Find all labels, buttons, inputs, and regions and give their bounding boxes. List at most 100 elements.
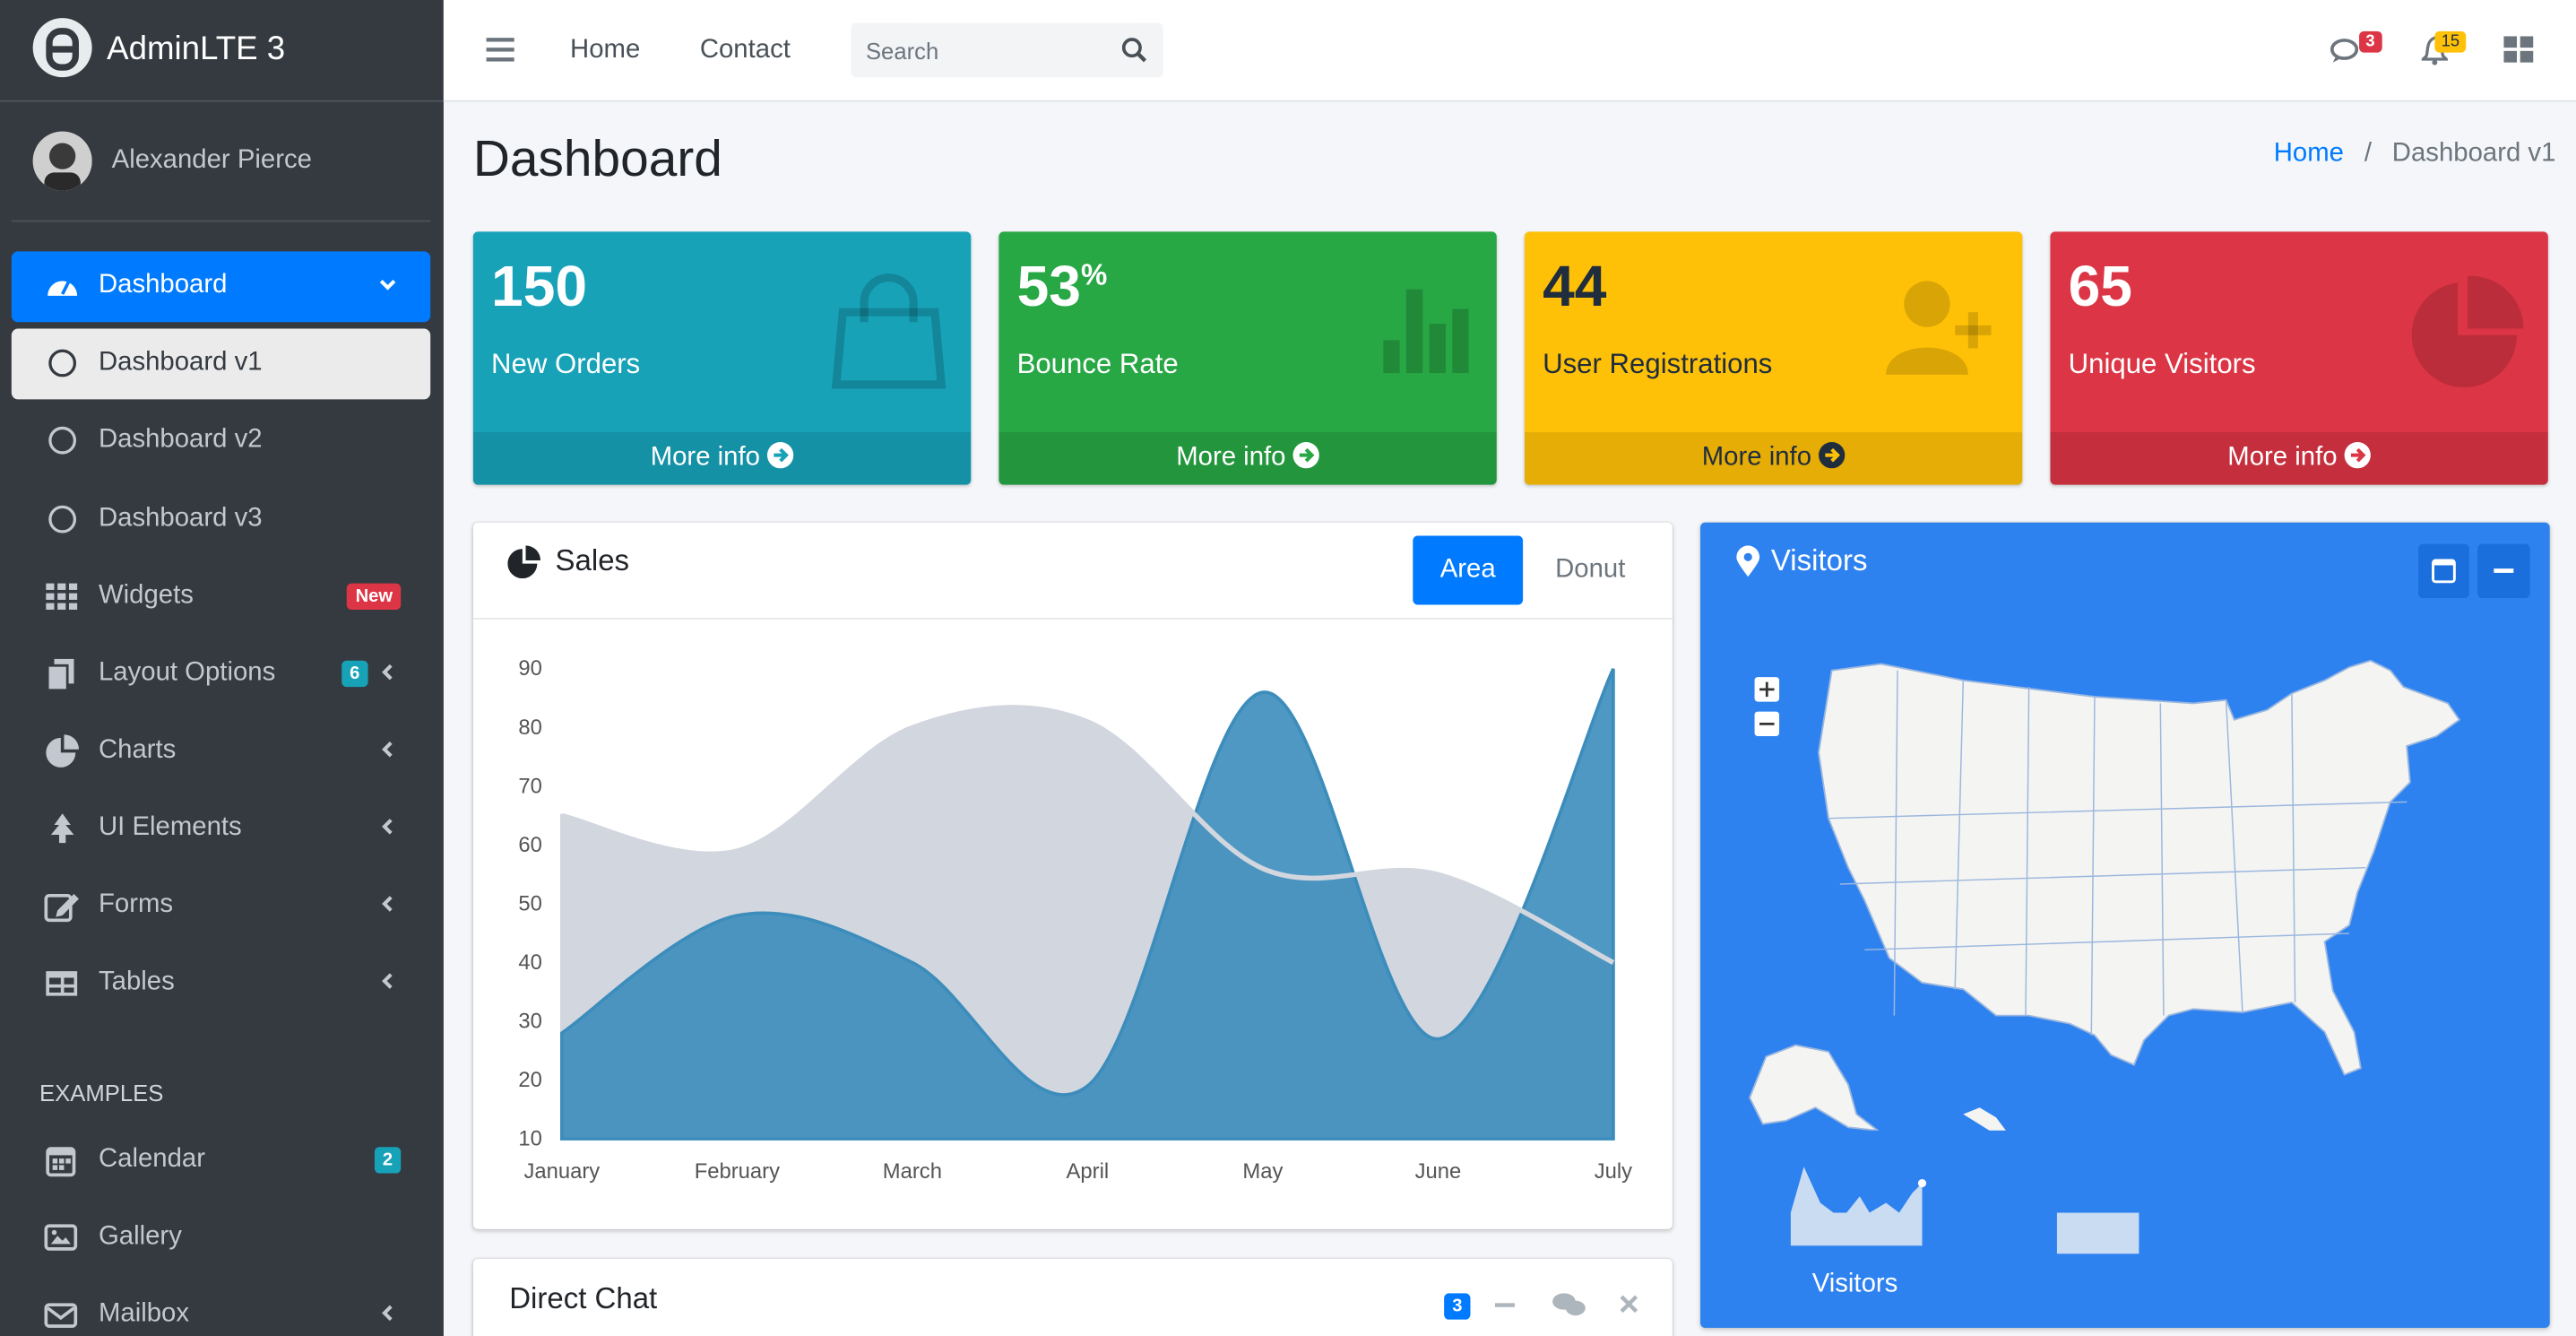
nav-layout-options[interactable]: Layout Options 6 [12,639,430,710]
icon [48,280,78,296]
nav-label: Dashboard [98,271,228,299]
icon [50,813,74,844]
chevron [382,741,393,758]
nav-calendar[interactable]: Calendar 2 [12,1125,430,1196]
nav-dashboard[interactable]: Dashboard [11,251,431,323]
icon [46,734,79,768]
chevron [382,896,393,912]
x-tick-label: January [523,1159,600,1184]
sparkline [1790,1167,1927,1246]
box-unit: % [1080,258,1108,292]
box-footer[interactable]: More info [1524,432,2023,485]
contacts-button[interactable] [1552,1293,1586,1316]
icon [44,1224,78,1251]
control-sidebar-toggle[interactable] [2503,36,2534,65]
brand-logo[interactable] [32,18,92,78]
small-box: 150 New Orders More info [472,231,972,485]
navbar: Home Contact Search 3 15 [443,0,2576,102]
world-map [1749,659,2461,1131]
y-tick-label: 60 [518,833,542,857]
icon [46,583,78,610]
nav-mailbox[interactable]: Mailbox [12,1280,430,1336]
box-footer[interactable]: More info [472,432,972,485]
nav-ui-elements[interactable]: UI Elements [12,794,430,864]
minus-icon [2494,568,2514,573]
arrow-icon [767,442,794,469]
calendar-icon [2432,559,2456,584]
nav-widgets[interactable]: Widgets New [12,562,430,633]
sales-chart: 10 20 30 40 50 60 70 80 90 January February March Ap… [518,656,1632,1184]
collapse-button[interactable] [2477,543,2530,599]
x-tick-label: June [1415,1159,1462,1184]
x-tick-label: March [883,1159,942,1184]
nav-dashboard-v1[interactable]: Dashboard v1 [11,328,431,400]
nav-link[interactable]: Contact [699,36,791,65]
icon [46,658,74,692]
nav-label: Charts [98,736,177,765]
nav-label: Forms [98,890,174,919]
sales-card: Sales Area Donut 10 20 30 40 50 60 70 80 90 Janua… [472,522,1673,1229]
search-button[interactable] [1120,36,1150,65]
search-input[interactable]: Search [851,22,1163,78]
box-link: More info [1701,443,1812,472]
icon [46,971,78,996]
y-tick-label: 80 [518,716,542,740]
nav-dashboard-v2[interactable]: Dashboard v2 [12,406,430,477]
box-footer[interactable]: More info [2050,432,2548,485]
nav-label: Tables [98,967,175,996]
user-avatar[interactable] [32,131,92,191]
nav-label: Calendar [98,1145,205,1174]
sidebar: AdminLTE 3 Alexander Pierce Dashboard Da… [0,0,444,1336]
logo-glyph [46,28,79,71]
icon [44,893,79,923]
menu-toggle[interactable] [486,36,516,62]
box-value: 150 [491,255,588,319]
nav-label: Widgets [98,581,194,610]
nav-link[interactable]: Home [570,36,641,65]
visitors-card: Visitors Visitors [1700,522,2550,1328]
sparkline-label: Visitors [1811,1270,1898,1298]
page-title: Dashboard [472,129,722,187]
box-label: Unique Visitors [2068,348,2256,380]
remove-button[interactable] [1620,1295,1638,1314]
card-title: Visitors [1770,543,1868,577]
user-name[interactable]: Alexander Pierce [111,146,312,175]
tab[interactable]: Donut [1555,555,1626,584]
x-tick-label: April [1067,1159,1110,1184]
box-value: 53% [1017,255,1108,320]
area-line [561,705,1615,965]
tab-active[interactable]: Area [1413,535,1524,605]
box-value: 44 [1543,255,1607,319]
y-tick-label: 20 [518,1068,542,1092]
nav-label: Dashboard v2 [98,425,263,454]
chevron [379,279,396,291]
messages-icon[interactable] [2330,36,2365,65]
brand-text[interactable]: AdminLTE 3 [107,30,286,68]
nav-tables[interactable]: Tables [12,948,430,1019]
nav-forms[interactable]: Forms [12,871,430,941]
box-value: 65 [2068,255,2133,319]
search-placeholder: Search [865,38,939,65]
box-link: More info [650,443,760,472]
nav-gallery[interactable]: Gallery [12,1203,430,1274]
nav-dashboard-v3[interactable]: Dashboard v3 [12,485,430,556]
nav-label: Dashboard v1 [98,348,263,377]
breadcrumb-sep: / [2364,139,2372,168]
arrow-icon [1819,442,1846,469]
collapse-button[interactable] [1494,1303,1515,1307]
box-footer[interactable]: More info [998,432,1497,485]
nav-charts[interactable]: Charts [12,716,430,787]
box-icon [2411,275,2524,388]
small-box: 65 Unique Visitors More info [2050,231,2548,485]
zoom-controls[interactable] [1754,677,1780,737]
chat-card: Direct Chat 3 [472,1258,1673,1336]
chevron [382,819,393,835]
y-tick-label: 10 [518,1126,542,1150]
breadcrumb-link[interactable]: Home [2273,139,2344,168]
date-range-button[interactable] [2418,543,2469,599]
small-box: 53% Bounce Rate More info [998,231,1497,485]
y-tick-label: 50 [518,891,542,915]
badge: 2 [374,1147,402,1174]
chat-badge: 3 [1444,1293,1471,1320]
